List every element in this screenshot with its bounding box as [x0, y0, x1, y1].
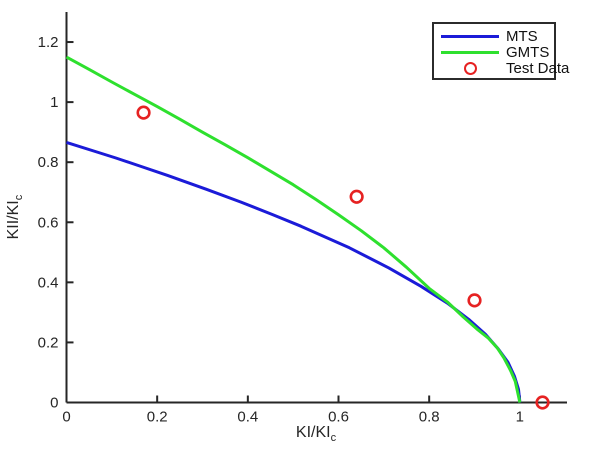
- y-axis-label-subscript: c: [13, 194, 26, 201]
- x-axis-label: KI/KIc: [216, 424, 416, 444]
- y-tick-label: 0.6: [38, 214, 59, 231]
- y-axis-label-text: KII/KI: [4, 200, 22, 240]
- y-tick-label: 0.8: [38, 154, 59, 171]
- legend-swatch-wrap: [441, 34, 499, 38]
- legend: MTS GMTS Test Data: [432, 22, 569, 80]
- legend-label-test-data: Test Data: [506, 59, 570, 77]
- x-tick-label: 0: [62, 409, 70, 426]
- gmts-curve: [65, 55, 522, 403]
- y-axis-label: KII/KIc: [5, 167, 25, 267]
- x-tick-label: 0.4: [237, 409, 258, 426]
- x-tick-label: 1: [516, 409, 524, 426]
- mts-curve: [66, 140, 522, 403]
- y-tick-label: 0: [50, 395, 58, 412]
- mts-line-swatch: [441, 34, 499, 38]
- y-tick-label: 0.4: [38, 274, 59, 291]
- legend-label-mts: MTS: [506, 27, 538, 45]
- gmts-line-swatch: [441, 50, 499, 54]
- legend-item-test-data: Test Data: [441, 60, 569, 77]
- legend-item-mts: MTS: [441, 27, 547, 45]
- y-tick-label: 1.2: [38, 34, 59, 51]
- legend-swatch-wrap: [441, 50, 499, 54]
- legend-label-gmts: GMTS: [506, 43, 550, 61]
- test-data-point: [467, 293, 482, 308]
- test-data-point: [136, 105, 151, 120]
- x-tick-label: 0.6: [328, 409, 349, 426]
- test-data-point: [349, 189, 364, 204]
- legend-item-gmts: GMTS: [441, 43, 550, 61]
- x-axis-label-subscript: c: [330, 432, 337, 445]
- x-tick-label: 0.2: [147, 409, 168, 426]
- x-tick-label: 0.8: [419, 409, 440, 426]
- x-axis-label-text: KI/KI: [295, 424, 331, 441]
- y-tick-label: 1: [50, 94, 58, 111]
- legend-swatch-wrap: [441, 61, 499, 75]
- y-tick-label: 0.2: [38, 334, 59, 351]
- test-data-marker-icon: [463, 61, 477, 75]
- test-data-point: [535, 395, 550, 410]
